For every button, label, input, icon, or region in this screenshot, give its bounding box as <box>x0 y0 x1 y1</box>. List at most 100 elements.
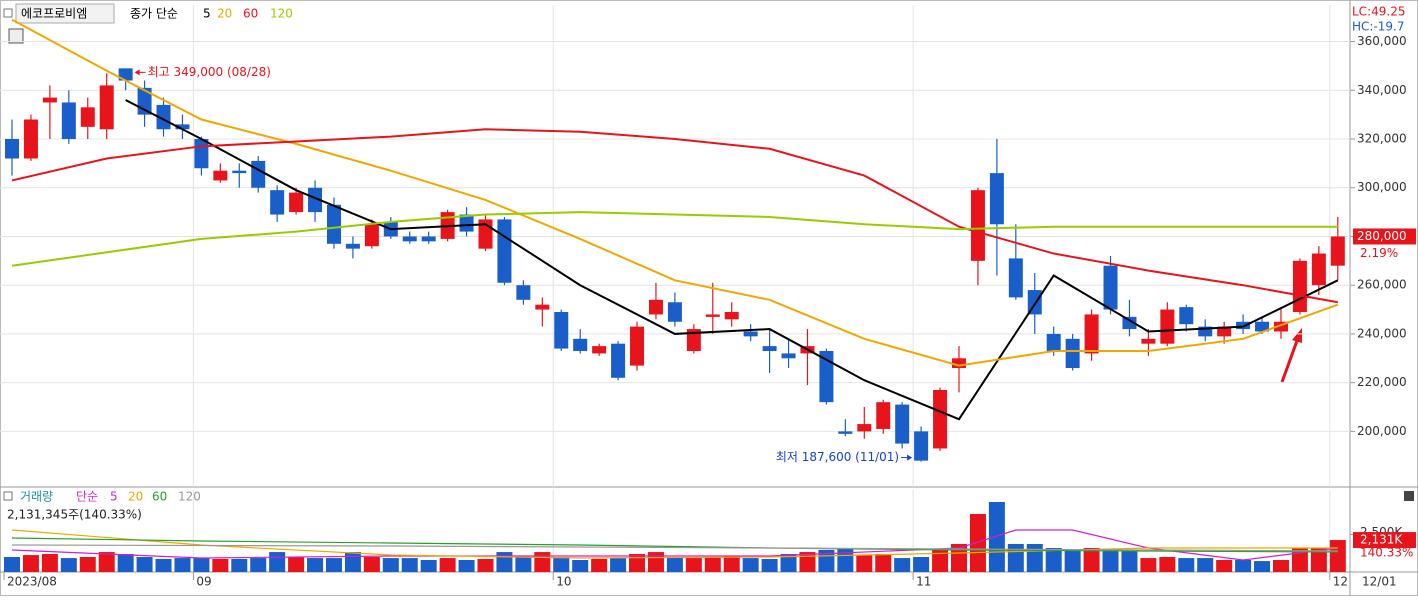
volume-bar <box>1272 560 1289 572</box>
volume-bar <box>932 549 949 572</box>
ma-line <box>11 544 1338 552</box>
candle-body <box>1273 321 1288 332</box>
candle-body <box>516 285 531 300</box>
candle-body <box>232 170 247 174</box>
indicator: HC:-19.7 <box>1352 20 1405 34</box>
candle-body <box>1046 333 1061 351</box>
candle-body <box>1236 321 1251 330</box>
x-tick-label: 12 <box>1333 575 1348 589</box>
legend-entry: 120 <box>270 7 293 21</box>
candle-body <box>857 424 872 432</box>
icon[interactable] <box>8 28 24 44</box>
volume-bar <box>477 558 494 572</box>
volume-bar <box>1140 558 1157 572</box>
volume-bar <box>231 558 248 572</box>
annotation-arrow-head <box>907 454 913 461</box>
volume-bar <box>60 558 77 572</box>
volume-ma-label: 단순 <box>76 490 98 504</box>
candle-body <box>705 314 720 317</box>
volume-bar <box>666 557 683 572</box>
candle-body <box>611 343 626 378</box>
volume-bar <box>1064 549 1081 572</box>
volume-bar <box>174 558 191 572</box>
candle-body <box>914 431 929 461</box>
volume-bar <box>1083 548 1100 572</box>
candle-body <box>876 402 891 429</box>
volume-bar <box>1159 557 1176 572</box>
volume-bar <box>439 558 456 572</box>
volume-title: 거래량 <box>20 490 53 504</box>
candle-body <box>99 85 114 130</box>
volume-bar <box>742 558 759 572</box>
volume-bar <box>4 557 20 572</box>
ratio-label: 140.33% <box>1360 546 1413 560</box>
volume-bar <box>1310 548 1327 572</box>
volume-bar <box>41 554 58 572</box>
candle-body <box>61 102 76 140</box>
arrow-head <box>1292 328 1302 343</box>
candle-body <box>573 338 588 351</box>
legend-entry: 5 <box>110 490 118 504</box>
candle-body <box>1160 309 1175 344</box>
volume-bar <box>553 557 570 572</box>
legend-entry: 120 <box>178 490 201 504</box>
volume-bar <box>894 558 911 572</box>
title-box[interactable] <box>15 3 115 24</box>
volume-bar <box>723 555 740 572</box>
candle-body <box>1008 258 1023 298</box>
volume-bar <box>117 554 134 572</box>
x-tick-label: 11 <box>916 575 931 589</box>
candle-body <box>1122 316 1137 330</box>
candle-body <box>554 312 569 349</box>
y-tick-label: 200,000 <box>1357 424 1407 438</box>
volume-bar <box>837 548 854 572</box>
volume-bar <box>22 555 39 572</box>
arrow <box>1280 337 1300 383</box>
change-label: 2.19% <box>1360 246 1398 260</box>
volume-bar <box>212 558 229 572</box>
candle-body <box>838 431 853 434</box>
candle-body <box>630 326 645 366</box>
volume-bar <box>913 557 930 572</box>
candle-body <box>5 139 19 159</box>
annotation: 최저 187,600 (11/01) <box>776 450 899 464</box>
x-tick-label: 09 <box>196 575 211 589</box>
close-button[interactable] <box>1404 491 1414 501</box>
candle-body <box>118 68 133 81</box>
volume-bar <box>382 558 399 572</box>
candle-body <box>326 204 341 244</box>
candle-body <box>175 124 190 130</box>
volume-bar <box>969 513 986 572</box>
candle-body <box>1292 260 1307 313</box>
legend-entry: 5 <box>203 7 211 21</box>
candle-body <box>80 107 95 127</box>
candle-body <box>535 304 550 310</box>
candle-body <box>289 192 304 213</box>
candle-body <box>421 236 436 242</box>
volume-bar <box>1291 548 1308 572</box>
candle-body <box>1103 265 1118 310</box>
candle-body <box>364 224 379 247</box>
volume-bar <box>1216 560 1233 572</box>
candle-body <box>194 139 209 169</box>
ma-line <box>11 537 1338 553</box>
volume-bar <box>534 552 551 572</box>
volume-bar <box>1045 548 1062 572</box>
candle-body <box>895 404 910 444</box>
candle-body <box>1255 321 1270 332</box>
chart-title: 에코프로비엠 <box>21 7 87 21</box>
candle-body <box>1084 314 1099 354</box>
y-tick-label: 260,000 <box>1357 278 1407 292</box>
candle-body <box>156 104 171 130</box>
candle-body <box>1065 338 1080 369</box>
volume-bar <box>136 557 153 572</box>
volume-bar <box>307 558 324 572</box>
candle-body <box>933 389 948 449</box>
ma-label: 종가 단순 <box>130 7 178 21</box>
volume-bar <box>1121 549 1138 572</box>
volume-bar <box>401 558 418 572</box>
candle-body <box>1179 307 1194 325</box>
annotation: 최고 349,000 (08/28) <box>148 65 271 79</box>
ma-line <box>11 18 1339 367</box>
